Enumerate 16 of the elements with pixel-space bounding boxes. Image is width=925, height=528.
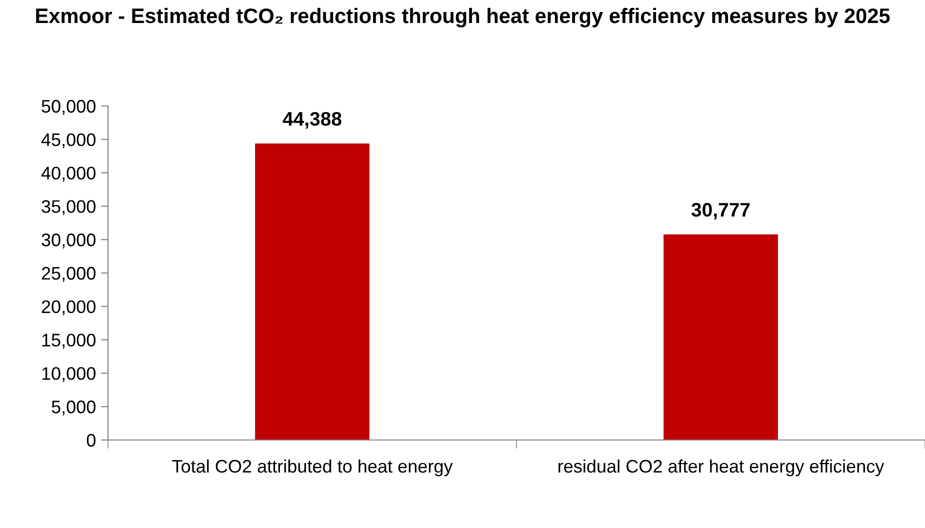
x-tick-label: residual CO2 after heat energy efficiency — [558, 459, 884, 476]
y-tick-label: 10,000 — [42, 367, 96, 382]
y-tick-label: 5,000 — [52, 400, 96, 416]
y-tick-label: 50,000 — [42, 100, 96, 115]
chart-title: Exmoor - Estimated tCO₂ reductions through heat energy efficiency measures by 2025 — [36, 8, 890, 28]
y-tick-label: 15,000 — [42, 334, 96, 349]
x-tick-label: Total CO2 attributed to heat energy — [172, 459, 453, 476]
y-tick-label: 45,000 — [41, 133, 96, 148]
y-tick-label: 0 — [86, 434, 96, 447]
y-tick-label: 40,000 — [41, 166, 96, 182]
y-tick-label: 35,000 — [42, 200, 96, 216]
data-label: 44,388 — [282, 112, 342, 129]
y-tick-label: 30,000 — [42, 234, 96, 248]
y-tick-label: 25,000 — [42, 266, 96, 282]
y-tick-label: 20,000 — [42, 300, 96, 316]
data-label: 30,777 — [691, 202, 750, 220]
